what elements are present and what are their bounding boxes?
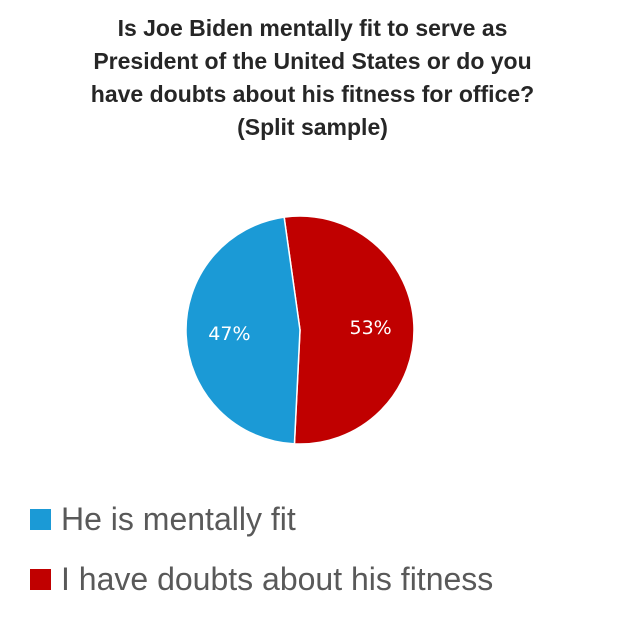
pie-label-doubts: 53% (349, 317, 391, 339)
chart-title-line-4: (Split sample) (237, 114, 388, 140)
legend-label-mentally-fit: He is mentally fit (61, 500, 296, 537)
pie-chart-svg: 53% 47% (185, 215, 415, 445)
legend-swatch-mentally-fit (30, 508, 51, 530)
legend-swatch-doubts (30, 568, 51, 590)
pie-label-mentally-fit: 47% (208, 323, 250, 345)
legend: He is mentally fit I have doubts about h… (30, 495, 493, 615)
pie-slice-mentally-fit (185, 216, 301, 445)
chart-title-line-1: Is Joe Biden mentally fit to serve as (117, 15, 508, 41)
legend-label-doubts: I have doubts about his fitness (61, 560, 494, 597)
pie-slice-doubts (283, 215, 415, 445)
chart-title: Is Joe Biden mentally fit to serve as Pr… (0, 12, 625, 144)
legend-item-doubts: I have doubts about his fitness (30, 555, 493, 603)
chart-title-line-3: have doubts about his fitness for office… (90, 81, 535, 107)
legend-item-mentally-fit: He is mentally fit (30, 495, 493, 543)
pie-chart: 53% 47% (180, 210, 420, 450)
chart-title-line-2: President of the United States or do you (93, 48, 532, 74)
